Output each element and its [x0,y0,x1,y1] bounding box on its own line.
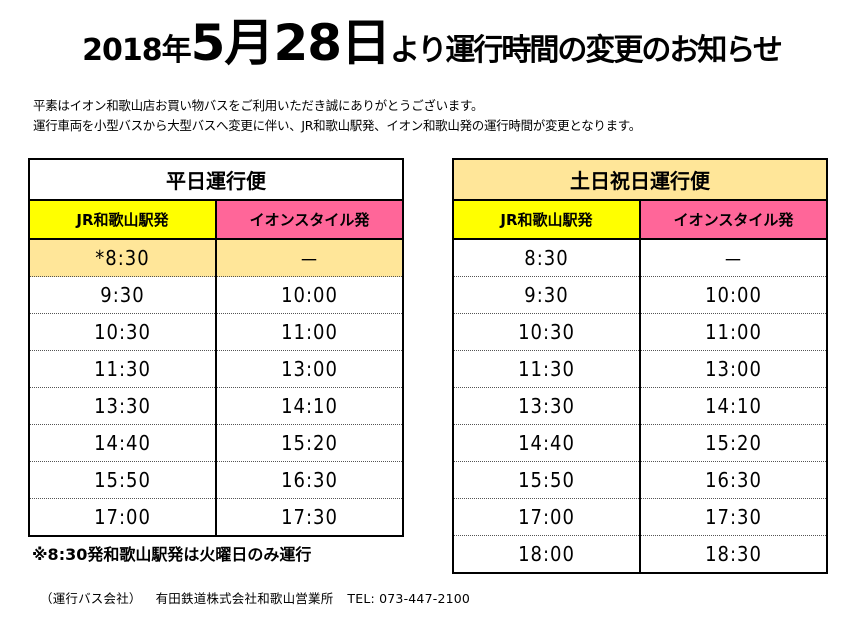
title-month: 5月 [190,14,275,72]
title-rest: より運行時間の変更のお知らせ [390,33,783,68]
holiday-col-jr: JR和歌山駅発 [452,200,641,240]
jr-time: 11:30 [28,350,217,388]
holiday-title-row: 土日祝日運行便 [452,159,828,201]
table-row: 17:00 17:30 [452,498,828,536]
weekday-col-aeon: イオンスタイル発 [215,200,404,240]
footer-tel: TEL: 073-447-2100 [347,591,471,606]
intro-line-2: 運行車両を小型バスから大型バスへ変更に伴い、JR和歌山駅発、イオン和歌山発の運行… [33,118,641,133]
table-row: 10:30 11:00 [452,313,828,351]
intro-text: 平素はイオン和歌山店お買い物バスをご利用いただき誠にありがとうございます。 運行… [33,96,641,136]
jr-time: 9:30 [28,276,217,314]
weekday-title: 平日運行便 [28,159,404,201]
jr-time: 13:30 [28,387,217,425]
table-row: 10:30 11:00 [28,313,404,351]
jr-time: 10:30 [452,313,641,351]
table-row: 9:30 10:00 [28,276,404,314]
aeon-time: 14:10 [215,387,404,425]
title-year: 2018年 [82,33,191,68]
table-row: 13:30 14:10 [452,387,828,425]
aeon-time: 17:30 [215,498,404,536]
jr-time: 11:30 [452,350,641,388]
table-row: 11:30 13:00 [452,350,828,388]
table-row: 14:40 15:20 [28,424,404,462]
table-row: 17:00 17:30 [28,498,404,536]
jr-time: 15:50 [28,461,217,499]
jr-time: 10:30 [28,313,217,351]
jr-time: 9:30 [452,276,641,314]
tuesday-only-note: ※8:30発和歌山駅発は火曜日のみ運行 [32,545,312,564]
aeon-time: 17:30 [639,498,828,536]
holiday-col-aeon: イオンスタイル発 [639,200,828,240]
jr-time: 8:30 [452,239,641,277]
intro-line-1: 平素はイオン和歌山店お買い物バスをご利用いただき誠にありがとうございます。 [33,98,484,113]
jr-time: 15:50 [452,461,641,499]
jr-time: 17:00 [28,498,217,536]
aeon-time: 14:10 [639,387,828,425]
footer-label: （運行バス会社） [40,591,142,606]
table-row: 11:30 13:00 [28,350,404,388]
holiday-column-headers: JR和歌山駅発 イオンスタイル発 [452,200,828,240]
weekday-timetable: 平日運行便 JR和歌山駅発 イオンスタイル発 *8:30 － 9:30 10:00 … [28,158,404,537]
aeon-time: － [639,239,828,277]
jr-time: 17:00 [452,498,641,536]
table-row: 15:50 16:30 [28,461,404,499]
aeon-time: － [215,239,404,277]
aeon-time: 11:00 [215,313,404,351]
aeon-time: 16:30 [639,461,828,499]
footer-company: 有田鉄道株式会社和歌山営業所 [155,591,334,606]
jr-time: 14:40 [452,424,641,462]
aeon-time: 10:00 [215,276,404,314]
table-row: 18:00 18:30 [452,535,828,573]
holiday-timetable: 土日祝日運行便 JR和歌山駅発 イオンスタイル発 8:30 － 9:30 10:00… [452,158,828,574]
weekday-col-jr: JR和歌山駅発 [28,200,217,240]
aeon-time: 13:00 [215,350,404,388]
jr-time: 14:40 [28,424,217,462]
table-row: *8:30 － [28,239,404,277]
aeon-time: 18:30 [639,535,828,573]
aeon-time: 13:00 [639,350,828,388]
aeon-time: 11:00 [639,313,828,351]
jr-time: 13:30 [452,387,641,425]
holiday-title: 土日祝日運行便 [452,159,828,201]
jr-time: 18:00 [452,535,641,573]
table-row: 14:40 15:20 [452,424,828,462]
weekday-column-headers: JR和歌山駅発 イオンスタイル発 [28,200,404,240]
page-title: 2018年5月28日より運行時間の変更のお知らせ [0,18,863,68]
table-row: 13:30 14:10 [28,387,404,425]
aeon-time: 15:20 [639,424,828,462]
table-row: 8:30 － [452,239,828,277]
table-row: 15:50 16:30 [452,461,828,499]
table-row: 9:30 10:00 [452,276,828,314]
jr-time: *8:30 [28,239,217,277]
aeon-time: 16:30 [215,461,404,499]
aeon-time: 10:00 [639,276,828,314]
aeon-time: 15:20 [215,424,404,462]
title-day: 28日 [273,14,391,72]
weekday-title-row: 平日運行便 [28,159,404,201]
footer: （運行バス会社） 有田鉄道株式会社和歌山営業所 TEL: 073-447-2100 [40,588,484,607]
